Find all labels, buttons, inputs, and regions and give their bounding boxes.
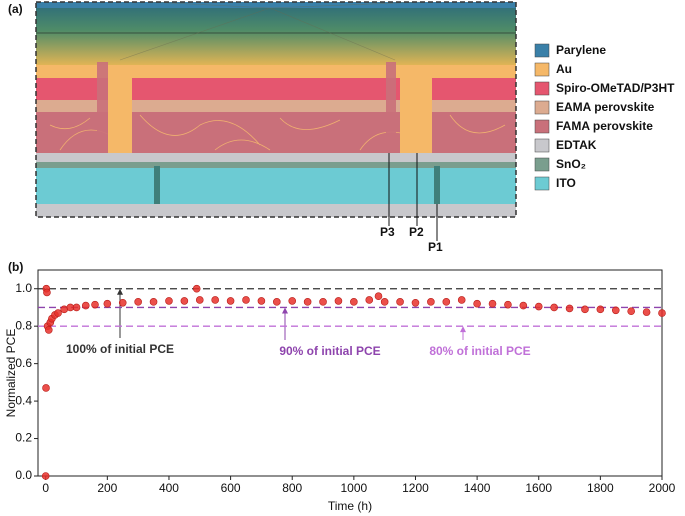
data-point (374, 292, 383, 301)
y-tick-label: 0.8 (15, 318, 32, 332)
data-point (596, 305, 605, 314)
data-point (611, 306, 620, 315)
legend-label: SnO₂ (556, 157, 586, 171)
data-point (504, 300, 512, 309)
data-point (165, 297, 173, 305)
x-tick-label: 1800 (587, 481, 614, 495)
annotation: 100% of initial PCE (66, 342, 174, 356)
arrow-head (117, 288, 123, 295)
legend-label: ITO (556, 176, 576, 190)
scribe-label: P3 (380, 225, 395, 239)
y-axis-label: Normalized PCE (4, 329, 18, 418)
arrow-head (460, 326, 466, 333)
x-tick-label: 400 (159, 481, 179, 495)
x-tick-label: 1000 (341, 481, 368, 495)
data-point (43, 288, 51, 297)
data-point (380, 298, 389, 306)
y-tick-label: 0.4 (15, 393, 32, 407)
annotation: 80% of initial PCE (429, 344, 530, 358)
data-point (411, 298, 420, 307)
data-point (627, 307, 635, 316)
data-point (226, 297, 235, 305)
data-point (134, 298, 142, 306)
data-point (350, 298, 358, 306)
data-point (180, 297, 189, 305)
data-point (149, 298, 158, 306)
data-point (442, 298, 451, 306)
data-point (288, 297, 297, 305)
data-point (519, 301, 528, 310)
legend-label: EAMA perovskite (556, 100, 655, 114)
data-point (457, 296, 466, 304)
data-point (195, 296, 204, 304)
data-point (534, 302, 543, 311)
annotation: 90% of initial PCE (279, 344, 380, 358)
legend (534, 43, 550, 191)
data-point (658, 309, 666, 317)
data-point (396, 298, 404, 306)
data-point (642, 308, 651, 316)
x-tick-label: 600 (221, 481, 241, 495)
data-point (488, 299, 497, 308)
data-point (427, 298, 435, 306)
device-diagram (35, 1, 517, 241)
x-tick-label: 800 (282, 481, 302, 495)
x-tick-label: 1200 (402, 481, 429, 495)
x-tick-label: 1400 (464, 481, 491, 495)
data-point (41, 472, 50, 480)
legend-label: FAMA perovskite (556, 119, 653, 133)
plot-frame (37, 269, 663, 477)
panel-label: (b) (8, 260, 23, 274)
data-point (192, 284, 201, 293)
data-point (44, 326, 53, 334)
x-tick-label: 1600 (525, 481, 552, 495)
data-point (42, 384, 50, 392)
data-point (72, 303, 81, 312)
legend-label: Parylene (556, 43, 606, 57)
data-point (273, 298, 281, 306)
y-tick-label: 0.6 (15, 356, 32, 370)
legend-label: Au (556, 62, 572, 76)
scribe-label: P1 (428, 240, 443, 254)
data-point (103, 299, 112, 308)
x-tick-label: 200 (97, 481, 117, 495)
data-point (550, 303, 558, 312)
legend-label: EDTAK (556, 138, 597, 152)
data-point (118, 298, 127, 307)
data-point (242, 296, 250, 304)
data-point (91, 300, 99, 309)
data-point (54, 309, 62, 317)
data-point (365, 296, 374, 304)
data-point (565, 304, 574, 313)
y-tick-label: 0.0 (15, 468, 32, 482)
data-point (303, 298, 312, 306)
data-point (211, 296, 219, 304)
data-point (319, 298, 327, 306)
x-tick-label: 2000 (649, 481, 676, 495)
data-point (473, 299, 481, 308)
data-point (581, 305, 589, 314)
scribe-label: P2 (409, 225, 424, 239)
y-tick-label: 0.2 (15, 431, 32, 445)
legend-label: Spiro-OMeTAD/P3HT (556, 81, 675, 95)
y-tick-label: 1.0 (15, 281, 32, 295)
data-point (81, 301, 90, 310)
panel-label: (a) (8, 2, 23, 16)
x-tick-label: 0 (42, 481, 49, 495)
arrow-head (282, 307, 288, 314)
data-point (257, 297, 266, 305)
data-point (334, 297, 343, 305)
x-axis-label: Time (h) (328, 499, 372, 513)
